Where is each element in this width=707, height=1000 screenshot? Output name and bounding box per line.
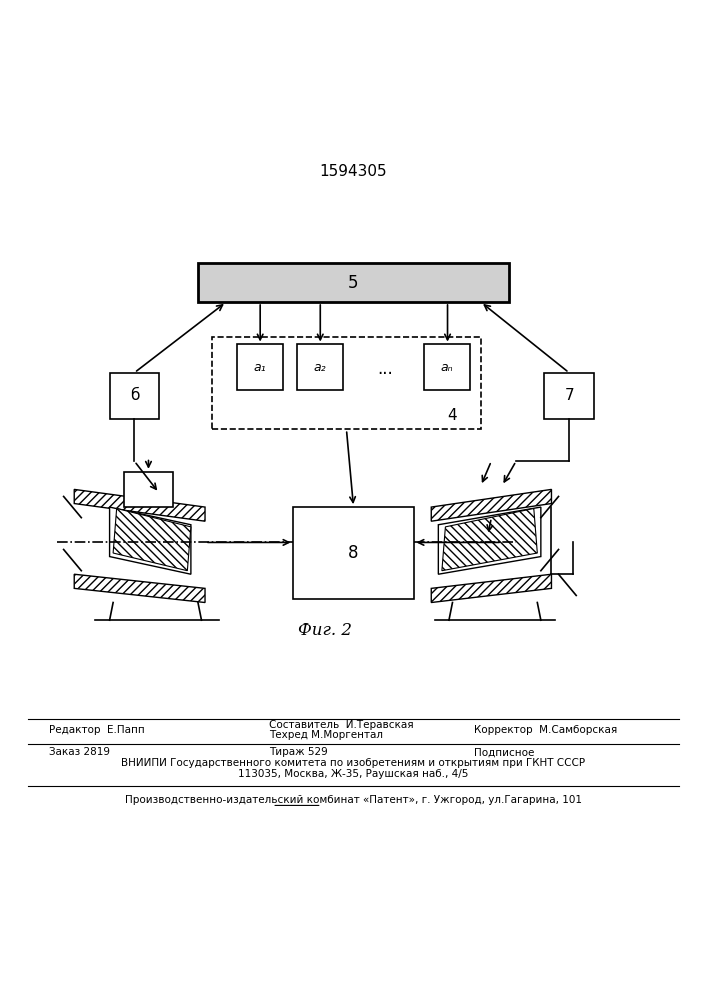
- Polygon shape: [438, 507, 541, 574]
- Polygon shape: [442, 508, 537, 571]
- Bar: [297, 344, 343, 390]
- Polygon shape: [431, 489, 551, 521]
- Polygon shape: [431, 574, 551, 603]
- Bar: [293, 507, 414, 599]
- Text: Редактор  Е.Папп: Редактор Е.Папп: [49, 725, 145, 735]
- Bar: [110, 373, 159, 419]
- Text: б: б: [129, 388, 139, 403]
- Polygon shape: [74, 574, 205, 603]
- Text: Составитель  И.Теравская: Составитель И.Теравская: [269, 720, 414, 730]
- Text: ...: ...: [378, 360, 393, 378]
- Text: 7: 7: [564, 388, 574, 403]
- Text: 113035, Москва, Ж-35, Раушская наб., 4/5: 113035, Москва, Ж-35, Раушская наб., 4/5: [238, 769, 469, 779]
- Text: a₂: a₂: [314, 361, 326, 374]
- Polygon shape: [113, 508, 191, 571]
- Text: ВНИИПИ Государственного комитета по изобретениям и открытиям при ГКНТ СССР: ВНИИПИ Государственного комитета по изоб…: [122, 758, 585, 768]
- Text: Фиг. 2: Фиг. 2: [298, 622, 352, 639]
- Polygon shape: [74, 489, 205, 521]
- Bar: [424, 344, 470, 390]
- Bar: [212, 337, 481, 429]
- Text: Корректор  М.Самборская: Корректор М.Самборская: [474, 725, 617, 735]
- Text: 8: 8: [349, 544, 358, 562]
- Text: 4: 4: [448, 408, 457, 423]
- Text: Заказ 2819: Заказ 2819: [49, 747, 110, 757]
- Text: 5: 5: [349, 274, 358, 292]
- Text: 1594305: 1594305: [320, 164, 387, 179]
- Text: a₁: a₁: [254, 361, 266, 374]
- Bar: [544, 373, 594, 419]
- Bar: [237, 344, 283, 390]
- Text: Техред М.Моргентал: Техред М.Моргентал: [269, 730, 382, 740]
- Bar: [124, 472, 173, 507]
- Text: Производственно-издательский комбинат «Патент», г. Ужгород, ул.Гагарина, 101: Производственно-издательский комбинат «П…: [125, 795, 582, 805]
- Text: Подписное: Подписное: [474, 747, 534, 757]
- Text: Тираж 529: Тираж 529: [269, 747, 327, 757]
- Polygon shape: [110, 507, 191, 574]
- Bar: [198, 263, 509, 302]
- Text: aₙ: aₙ: [441, 361, 453, 374]
